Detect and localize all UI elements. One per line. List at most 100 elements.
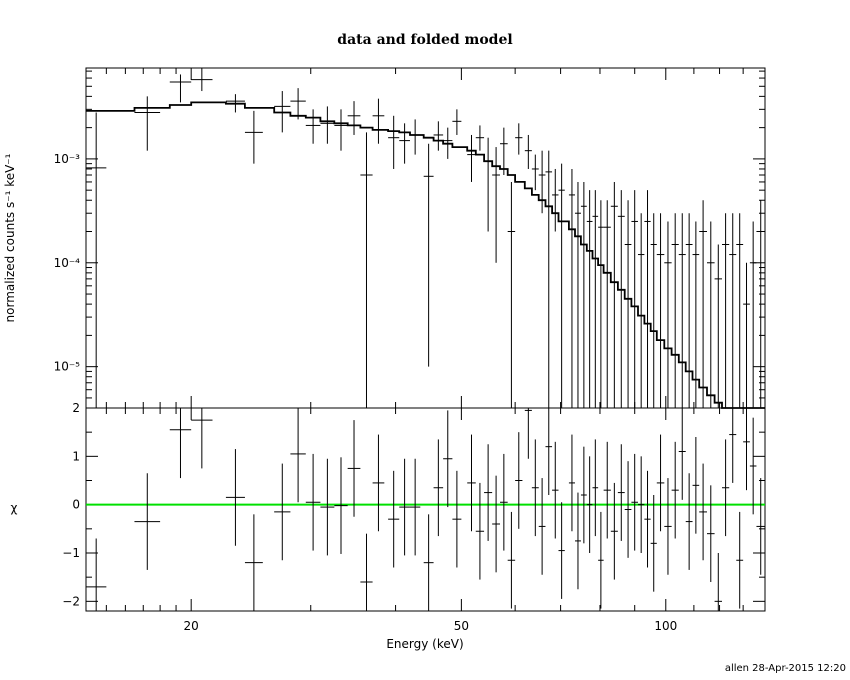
data-point bbox=[225, 94, 245, 113]
data-point bbox=[671, 213, 679, 408]
data-point bbox=[507, 181, 516, 408]
data-point bbox=[664, 221, 672, 408]
data-point bbox=[580, 181, 587, 408]
data-point bbox=[169, 74, 192, 103]
data-point bbox=[86, 112, 107, 408]
residual-point bbox=[191, 408, 213, 469]
residual-point bbox=[586, 456, 593, 553]
data-point bbox=[610, 181, 618, 408]
residual-point bbox=[699, 463, 707, 561]
footer-text: allen 28-Apr-2015 12:20 bbox=[724, 663, 846, 674]
bottom-y-tick-label: −2 bbox=[62, 594, 80, 608]
x-tick-label: 50 bbox=[454, 619, 469, 633]
data-point bbox=[538, 150, 546, 214]
bottom-y-tick-label: −1 bbox=[62, 546, 80, 560]
data-point bbox=[492, 147, 501, 263]
data-point bbox=[692, 221, 700, 408]
residual-point bbox=[475, 482, 485, 580]
data-point bbox=[685, 213, 693, 408]
data-point bbox=[631, 190, 638, 408]
data-point bbox=[452, 109, 462, 135]
bottom-y-tick-label: 0 bbox=[72, 498, 80, 512]
data-point bbox=[515, 123, 523, 155]
data-point bbox=[574, 181, 581, 408]
residual-point bbox=[706, 485, 715, 582]
data-point bbox=[650, 213, 657, 408]
residual-point bbox=[580, 446, 587, 544]
top-panel-frame bbox=[85, 67, 766, 409]
data-point bbox=[637, 213, 645, 408]
data-point bbox=[484, 137, 493, 232]
residual-point bbox=[692, 437, 700, 534]
residual-point bbox=[678, 408, 686, 500]
data-point bbox=[749, 221, 757, 408]
top-data-points bbox=[86, 68, 765, 408]
residual-point bbox=[671, 441, 679, 539]
residual-point bbox=[598, 511, 604, 609]
data-point bbox=[603, 200, 611, 408]
bottom-x-ticks bbox=[105, 408, 744, 611]
residual-point bbox=[305, 453, 321, 551]
data-point bbox=[598, 200, 604, 408]
data-point bbox=[347, 101, 361, 135]
data-point bbox=[743, 262, 750, 408]
data-point bbox=[320, 106, 335, 144]
bottom-panel: −2 −1 0 1 2 χ bbox=[11, 401, 766, 612]
residual-point bbox=[399, 458, 410, 556]
x-axis-label: Energy (keV) bbox=[386, 637, 463, 651]
residual-point bbox=[568, 434, 575, 532]
residual-point bbox=[290, 408, 306, 503]
residual-point bbox=[558, 502, 565, 599]
residual-point bbox=[729, 408, 737, 483]
top-y-axis-label: normalized counts s⁻¹ keV⁻¹ bbox=[3, 153, 17, 322]
residual-point bbox=[650, 495, 657, 592]
residual-point bbox=[433, 439, 444, 537]
residual-point bbox=[484, 444, 493, 541]
residual-point bbox=[492, 475, 501, 573]
residual-point bbox=[714, 553, 722, 611]
residual-point bbox=[592, 439, 599, 537]
residual-point bbox=[624, 461, 632, 558]
residual-point bbox=[443, 410, 453, 508]
data-point bbox=[191, 68, 213, 92]
data-point bbox=[409, 119, 421, 155]
data-point bbox=[524, 134, 532, 169]
bottom-y-tick-label: 1 bbox=[72, 449, 80, 463]
residual-point bbox=[685, 473, 693, 570]
residual-point bbox=[610, 482, 618, 580]
data-point bbox=[305, 109, 321, 144]
data-point bbox=[736, 213, 744, 408]
residual-point bbox=[552, 441, 559, 539]
top-y-tick-label: 10⁻⁵ bbox=[54, 360, 81, 374]
data-point bbox=[433, 121, 444, 151]
data-point bbox=[721, 213, 730, 408]
data-point bbox=[552, 168, 559, 232]
data-point bbox=[756, 200, 765, 408]
residual-point bbox=[244, 514, 263, 611]
data-point bbox=[274, 91, 291, 133]
residual-points bbox=[86, 408, 765, 611]
residual-point bbox=[603, 441, 611, 539]
model-curve bbox=[86, 101, 765, 409]
residual-point bbox=[749, 417, 757, 515]
data-point bbox=[290, 88, 306, 120]
chart-title: data and folded model bbox=[337, 32, 512, 48]
residual-point bbox=[721, 439, 730, 537]
top-y-tick-label: 10⁻³ bbox=[54, 152, 81, 166]
residual-point bbox=[388, 470, 400, 568]
residual-point bbox=[507, 511, 516, 609]
residual-point bbox=[574, 492, 581, 590]
residual-point bbox=[372, 434, 385, 532]
residual-point bbox=[743, 408, 750, 491]
data-point bbox=[388, 115, 400, 169]
x-tick-labels: 20 50 100 bbox=[184, 619, 678, 633]
residual-point bbox=[169, 408, 192, 479]
data-point bbox=[714, 244, 722, 408]
data-point bbox=[134, 96, 161, 151]
bottom-panel-frame bbox=[85, 407, 766, 612]
residual-point bbox=[545, 408, 553, 495]
model-step-line bbox=[86, 101, 765, 409]
data-point bbox=[360, 132, 373, 408]
data-point bbox=[699, 200, 707, 408]
